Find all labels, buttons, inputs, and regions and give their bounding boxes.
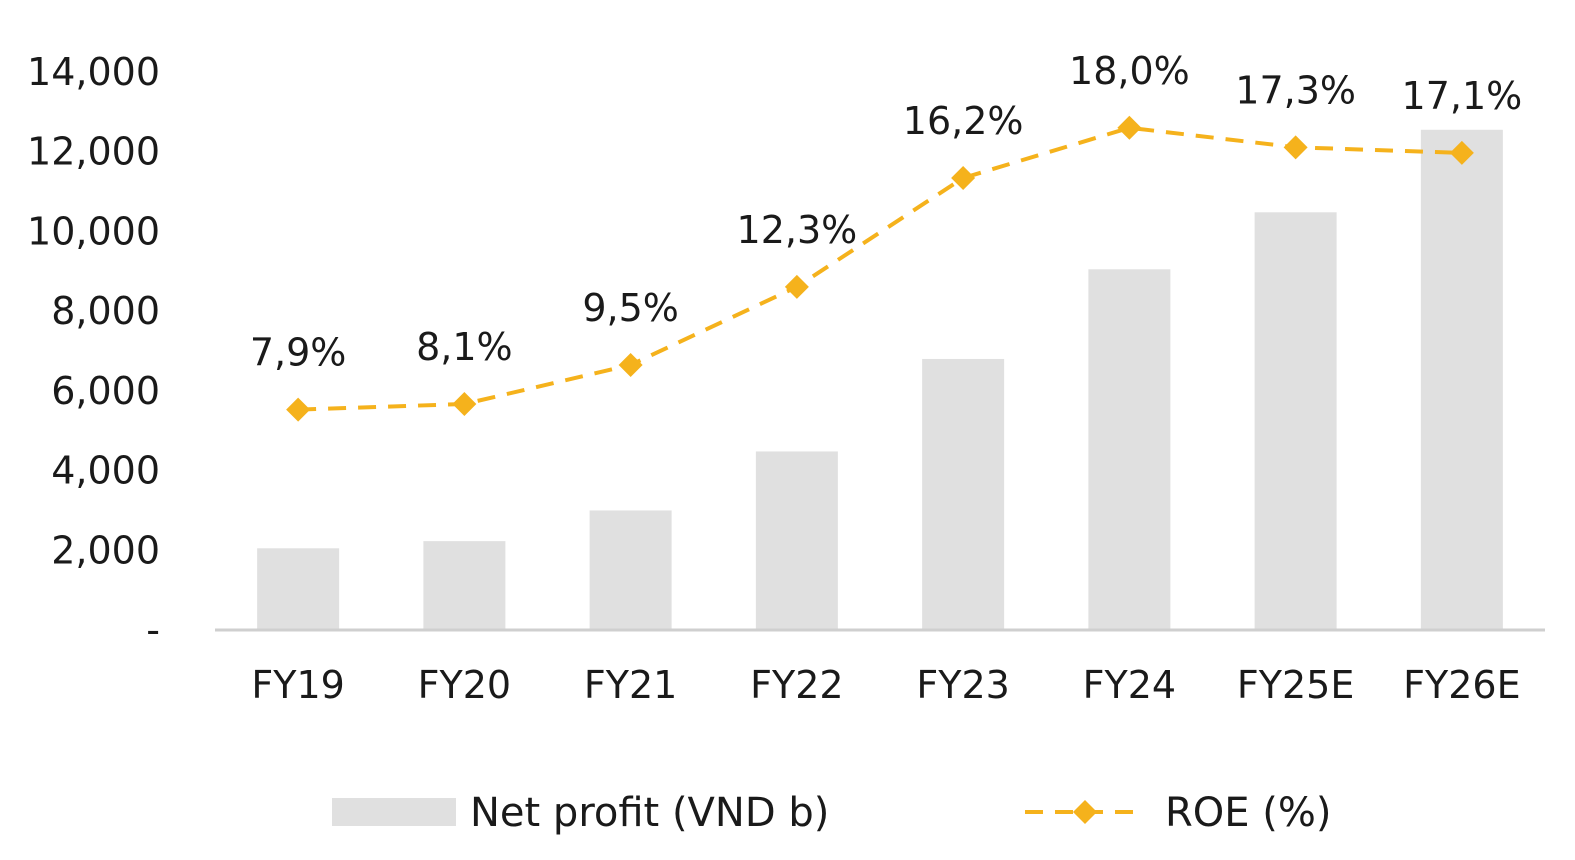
roe-data-label: 17,1%: [1402, 74, 1523, 118]
y-tick-label: 6,000: [51, 369, 160, 413]
bar-series: [257, 129, 1503, 631]
y-tick-label: 14,000: [27, 50, 160, 94]
y-tick-label: 10,000: [27, 209, 160, 253]
net-profit-bar: [589, 510, 672, 630]
net-profit-bar: [257, 548, 340, 630]
roe-data-label: 17,3%: [1235, 68, 1356, 112]
legend-label-net-profit: Net profit (VND b): [470, 790, 829, 836]
y-axis-ticks: - 2,000 4,000 6,000 8,000 10,000 12,000 14,000: [27, 50, 160, 652]
x-tick-label: FY23: [916, 663, 1009, 707]
x-tick-label: FY20: [418, 663, 511, 707]
roe-marker: [618, 352, 643, 377]
roe-data-label: 9,5%: [582, 286, 679, 330]
roe-data-label: 12,3%: [737, 208, 858, 252]
net-profit-bar: [1254, 212, 1337, 630]
roe-marker: [1117, 115, 1142, 140]
roe-markers: [286, 115, 1474, 422]
legend-swatch-roe-marker: [1073, 800, 1097, 824]
legend-swatch-net-profit: [332, 798, 456, 826]
roe-marker: [784, 274, 809, 299]
y-tick-label: 8,000: [51, 289, 160, 333]
net-profit-bar: [1088, 269, 1171, 630]
y-tick-label: -: [146, 608, 160, 652]
roe-marker: [452, 392, 477, 417]
y-tick-label: 12,000: [27, 130, 160, 174]
net-profit-bar: [922, 358, 1005, 630]
roe-data-label: 18,0%: [1069, 49, 1190, 93]
x-tick-label: FY19: [251, 663, 344, 707]
roe-data-label: 16,2%: [903, 99, 1024, 143]
net-profit-bar: [1420, 129, 1503, 631]
x-tick-label: FY21: [584, 663, 677, 707]
roe-line: [298, 125, 1462, 412]
roe-data-labels: 7,9% 8,1% 9,5% 12,3% 16,2% 18,0% 17,3% 17,1%: [250, 49, 1522, 375]
x-tick-label: FY22: [750, 663, 843, 707]
x-tick-label: FY24: [1083, 663, 1176, 707]
x-tick-label: FY26E: [1403, 663, 1520, 707]
x-tick-label: FY25E: [1237, 663, 1354, 707]
net-profit-bar: [423, 541, 506, 630]
roe-marker: [1283, 135, 1308, 160]
y-tick-label: 4,000: [51, 449, 160, 493]
roe-marker: [286, 397, 311, 422]
net-profit-bar: [755, 451, 838, 630]
roe-marker: [1449, 140, 1474, 165]
legend: Net profit (VND b) ROE (%): [332, 790, 1331, 836]
roe-data-label: 8,1%: [416, 325, 513, 369]
x-axis-labels: FY19 FY20 FY21 FY22 FY23 FY24 FY25E FY26E: [251, 663, 1520, 707]
roe-marker: [951, 166, 976, 191]
legend-label-roe: ROE (%): [1165, 790, 1331, 836]
roe-data-label: 7,9%: [250, 331, 347, 375]
y-tick-label: 2,000: [51, 528, 160, 572]
